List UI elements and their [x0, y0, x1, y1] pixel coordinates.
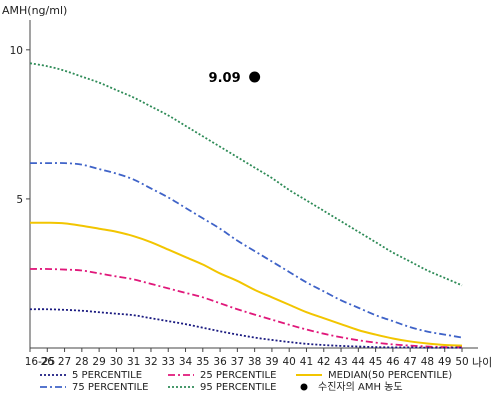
- x-tick-label: 45: [369, 356, 382, 368]
- x-tick-label: 36: [213, 356, 227, 368]
- x-tick-label: 33: [162, 356, 175, 368]
- x-tick-label: 35: [196, 356, 209, 368]
- legend-label: 25 PERCENTILE: [200, 370, 276, 381]
- x-tick-label: 48: [421, 356, 434, 368]
- x-tick-label: 46: [386, 356, 400, 368]
- x-tick-label: 16-25: [25, 356, 56, 368]
- series-layer: [29, 62, 463, 349]
- legend-marker-dot: [300, 383, 308, 391]
- x-tick-label: 39: [265, 356, 278, 368]
- legend-label: 5 PERCENTILE: [72, 370, 142, 381]
- x-tick-label: 27: [58, 356, 71, 368]
- legend-marker-label: 수진자의 AMH 농도: [318, 381, 403, 393]
- x-tick-label: 49: [438, 356, 451, 368]
- x-tick-label: 37: [231, 356, 244, 368]
- x-tick-label: 40: [283, 356, 296, 368]
- x-axis-title: 나이: [472, 356, 492, 369]
- x-tick-label: 47: [403, 356, 416, 368]
- x-tick-label: 28: [75, 356, 88, 368]
- x-tick-label: 32: [144, 356, 157, 368]
- series-median-line: [29, 221, 463, 347]
- y-ticks: 5 10: [10, 45, 30, 206]
- highlight-point: [249, 71, 261, 83]
- series-75-percentile-line: [29, 162, 463, 339]
- y-tick-label: 5: [16, 194, 23, 206]
- y-axis-title: AMH(ng/ml): [2, 4, 67, 17]
- legend: 5 PERCENTILE 25 PERCENTILE MEDIAN(50 PERCE…: [40, 370, 452, 393]
- x-tick-label: 34: [179, 356, 193, 368]
- x-tick-label: 50: [455, 356, 468, 368]
- y-tick-label: 10: [10, 45, 23, 57]
- legend-label: 95 PERCENTILE: [200, 382, 276, 393]
- highlight-point-group: 9.09: [209, 71, 261, 86]
- x-tick-label: 38: [248, 356, 261, 368]
- x-tick-label: 26: [41, 356, 55, 368]
- x-tick-label: 41: [300, 356, 313, 368]
- highlight-point-label: 9.09: [209, 71, 241, 86]
- x-tick-label: 42: [317, 356, 330, 368]
- legend-label: MEDIAN(50 PERCENTILE): [328, 370, 452, 381]
- x-tick-label: 30: [110, 356, 123, 368]
- legend-label: 75 PERCENTILE: [72, 382, 148, 393]
- x-tick-label: 29: [92, 356, 105, 368]
- series-5-percentile-line: [29, 308, 463, 349]
- x-tick-label: 44: [352, 356, 366, 368]
- series-95-percentile-line: [29, 62, 463, 287]
- x-tick-label: 43: [334, 356, 347, 368]
- series-25-percentile-line: [29, 268, 463, 349]
- x-tick-label: 31: [127, 356, 140, 368]
